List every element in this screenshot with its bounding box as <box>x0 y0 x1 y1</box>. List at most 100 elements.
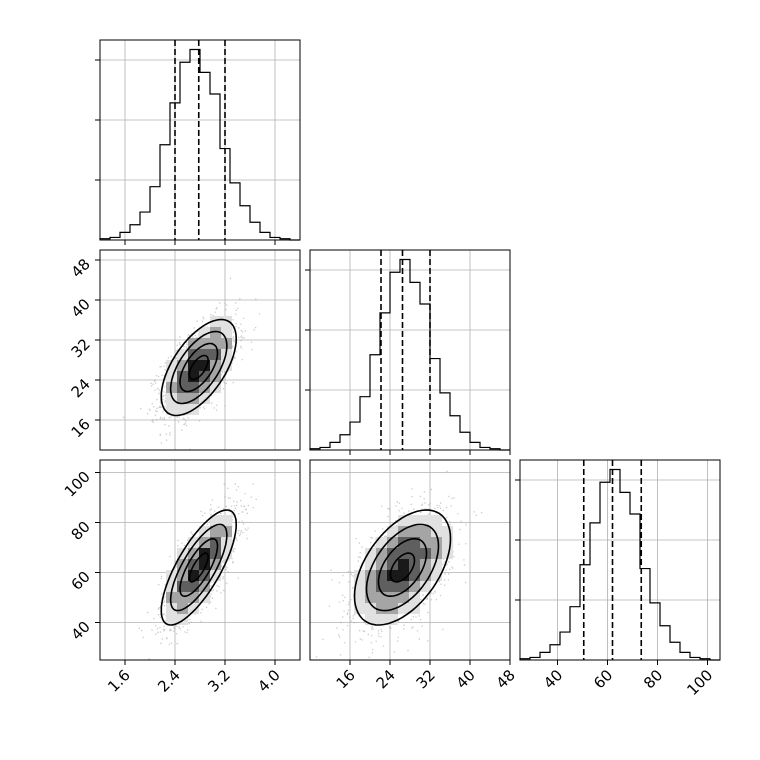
density-cell <box>420 526 431 537</box>
contour-line <box>188 552 209 583</box>
density-cell <box>188 548 199 559</box>
density-cell <box>177 404 188 415</box>
density-cell <box>188 592 199 603</box>
density-cell <box>376 614 387 625</box>
x-tick-label: 32 <box>413 666 439 692</box>
density-cell <box>387 559 398 570</box>
histogram-panel-3 <box>515 459 721 661</box>
density-cell <box>387 526 398 537</box>
density-panel-1 <box>99 249 301 451</box>
y-tick-label: 16 <box>68 415 94 441</box>
density-cell <box>188 371 199 382</box>
y-tick-label: 60 <box>68 568 94 594</box>
y-tick-label: 80 <box>68 518 94 544</box>
density-cell <box>221 316 232 327</box>
density-cell <box>442 526 453 537</box>
density-cell <box>431 559 442 570</box>
density-cell <box>177 360 188 371</box>
axes-frame <box>99 249 301 451</box>
density-cell <box>431 515 442 526</box>
density-cell <box>221 360 232 371</box>
x-tick-label: 16 <box>333 666 359 692</box>
density-cell <box>387 592 398 603</box>
density-cell <box>387 548 398 559</box>
y-tick-label: 24 <box>68 375 94 401</box>
density-cell <box>398 515 409 526</box>
density-cell <box>420 537 431 548</box>
density-cell <box>431 537 442 548</box>
histogram-outline <box>309 258 510 451</box>
density-cell <box>166 371 177 382</box>
density-cell <box>188 603 199 614</box>
axes-frame <box>309 249 511 451</box>
density-cell <box>409 537 420 548</box>
y-tick-label: 40 <box>68 618 94 644</box>
histogram-panel-1 <box>95 39 301 241</box>
density-cell <box>177 382 188 393</box>
axes-frame <box>309 459 511 661</box>
density-cell <box>398 548 409 559</box>
density-cell <box>365 581 376 592</box>
x-tick-label: 24 <box>373 666 399 692</box>
density-panel-2 <box>99 459 301 661</box>
x-tick-label: 80 <box>640 666 666 692</box>
density-cell <box>387 537 398 548</box>
contour-line <box>179 538 219 597</box>
histogram-outline <box>99 48 300 241</box>
density-cell <box>177 349 188 360</box>
contour-line <box>169 330 228 405</box>
x-tick-label: 100 <box>683 666 716 699</box>
density-cell <box>442 548 453 559</box>
density-cell <box>398 581 409 592</box>
density-cell <box>420 515 431 526</box>
density-cell <box>210 570 221 581</box>
axes-frame <box>99 39 301 241</box>
density-cell <box>398 592 409 603</box>
density-cell <box>166 404 177 415</box>
density-cell <box>221 548 232 559</box>
contour-line <box>389 552 416 583</box>
y-tick-label: 32 <box>68 335 94 361</box>
density-cell <box>420 581 431 592</box>
density-cell <box>365 603 376 614</box>
density-cell <box>188 349 199 360</box>
density-cell <box>199 393 210 404</box>
density-cell <box>420 570 431 581</box>
density-cell <box>210 360 221 371</box>
density-cell <box>376 581 387 592</box>
density-cell <box>166 570 177 581</box>
density-cell <box>398 603 409 614</box>
density-cell <box>210 316 221 327</box>
density-content <box>123 277 261 450</box>
density-cell <box>365 559 376 570</box>
density-cell <box>376 603 387 614</box>
contour-line <box>169 523 228 612</box>
density-cell <box>199 349 210 360</box>
histogram-outline <box>519 468 720 661</box>
density-cell <box>409 515 420 526</box>
density-cell <box>188 382 199 393</box>
density-cell <box>354 570 365 581</box>
density-cell <box>166 360 177 371</box>
density-cell <box>210 349 221 360</box>
y-tick-label: 100 <box>61 468 94 501</box>
density-cell <box>376 548 387 559</box>
density-cell <box>166 614 177 625</box>
contour-line <box>188 354 209 381</box>
density-cell <box>221 327 232 338</box>
x-tick-label: 4.0 <box>254 666 284 696</box>
density-cell <box>398 570 409 581</box>
density-cell <box>387 614 398 625</box>
density-cell <box>442 537 453 548</box>
density-cell <box>387 581 398 592</box>
x-tick-label: 48 <box>493 666 519 692</box>
density-cell <box>365 548 376 559</box>
density-cell <box>398 559 409 570</box>
density-cell <box>387 570 398 581</box>
density-cell <box>431 548 442 559</box>
density-cell <box>188 537 199 548</box>
density-cell <box>199 327 210 338</box>
density-cell <box>210 526 221 537</box>
density-cell <box>210 515 221 526</box>
